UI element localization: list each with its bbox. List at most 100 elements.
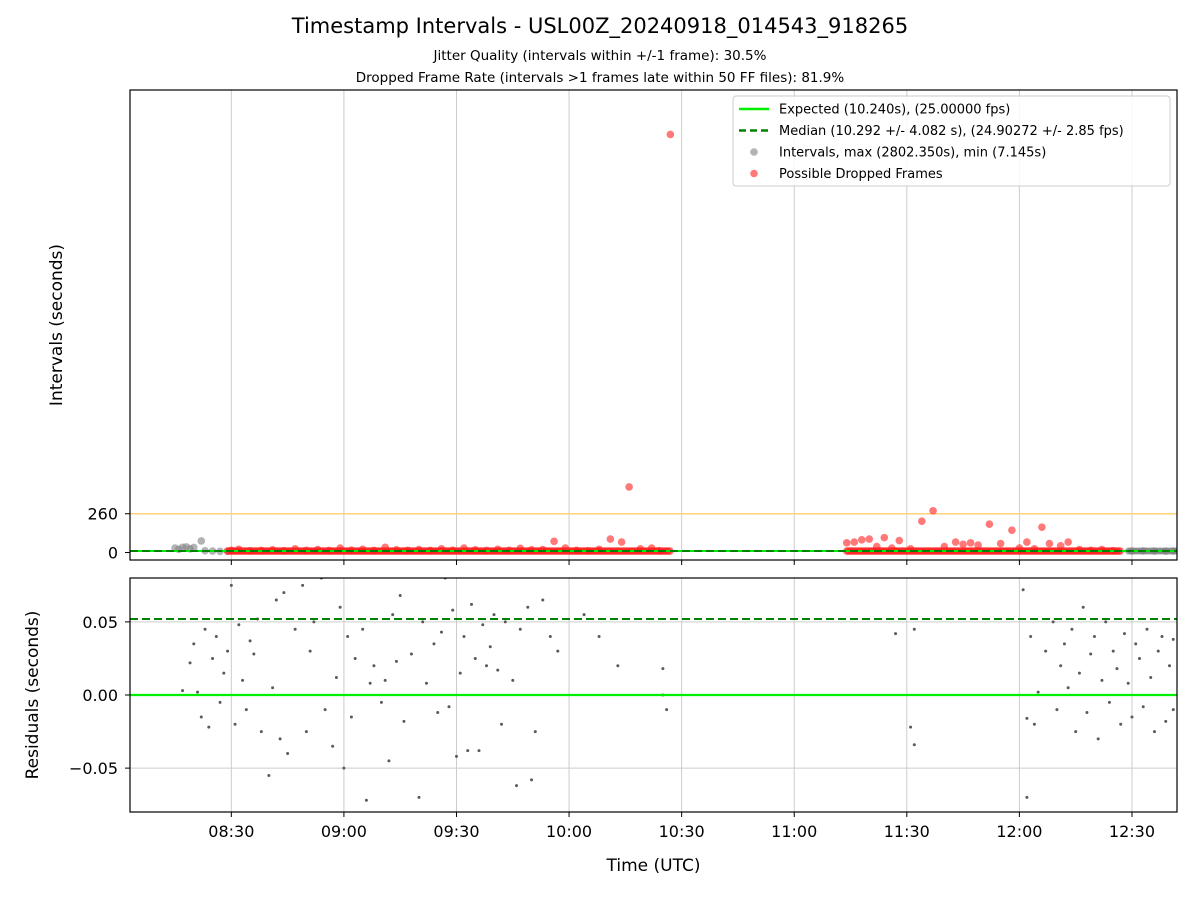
residual-point [203, 627, 207, 631]
residual-point [1100, 678, 1104, 682]
dropped-frame-point [895, 536, 904, 545]
residual-point [233, 722, 237, 726]
residual-point [308, 649, 312, 653]
residual-point [1096, 737, 1100, 741]
residual-point [1107, 700, 1111, 704]
residual-point [346, 635, 350, 638]
legend-entry-label: Median (10.292 +/- 4.082 s), (24.90272 +… [779, 124, 1124, 139]
dropped-frame-point [1064, 538, 1072, 546]
dropped-frame-point [550, 537, 558, 546]
residual-point [271, 686, 275, 690]
dropped-frame-point [666, 130, 675, 139]
residual-point [214, 635, 218, 638]
intervals-y-axis-label: Intervals (seconds) [47, 244, 67, 406]
dropped-frame-point [1056, 542, 1065, 550]
residual-point [1160, 635, 1164, 638]
residual-point [244, 708, 248, 712]
dropped-frame-point [996, 539, 1005, 548]
residual-point [912, 743, 916, 747]
dropped-frame-point [887, 544, 896, 552]
residual-point [293, 627, 297, 631]
residual-point [304, 730, 308, 734]
residual-point [402, 719, 406, 723]
residual-point [252, 652, 256, 656]
residual-point [218, 700, 222, 704]
residual-point [1164, 719, 1168, 723]
chart-subtitle-jitter: Jitter Quality (intervals within +/-1 fr… [433, 48, 767, 64]
residual-point [394, 659, 398, 663]
intervals-plot-frame [129, 89, 1178, 561]
residual-point [665, 708, 669, 712]
residual-point [530, 778, 534, 782]
dropped-frame-point [1015, 544, 1024, 552]
residual-point [421, 620, 425, 624]
x-tick-label: 09:00 [321, 822, 367, 841]
residual-point [432, 642, 436, 646]
residual-point [342, 766, 346, 770]
residual-point [894, 632, 898, 636]
residual-point [226, 649, 230, 653]
residual-point [207, 725, 211, 729]
top-y-tick-label: 0 [108, 544, 118, 563]
residual-point [597, 635, 601, 638]
chart-title: Timestamp Intervals - USL00Z_20240918_01… [291, 14, 909, 38]
residual-point [582, 613, 586, 617]
residual-point [548, 635, 552, 638]
dropped-frame-point [918, 517, 926, 526]
residual-point [533, 730, 537, 734]
residual-point [451, 608, 455, 612]
residual-point [496, 668, 500, 672]
bottom-y-tick-label: −0.05 [69, 759, 118, 778]
dropped-frame-point [415, 545, 423, 554]
dropped-frame-point [1023, 538, 1031, 546]
x-tick-label: 08:30 [208, 822, 254, 841]
residual-point [1066, 686, 1070, 690]
residual-point [181, 689, 185, 693]
legend-box [732, 95, 1171, 187]
dropped-frame-point [606, 535, 615, 543]
residuals-plot-area [130, 578, 1177, 812]
residual-point [259, 730, 263, 734]
residual-point [1126, 681, 1130, 685]
dropped-frame-point [951, 538, 960, 546]
residual-point [1055, 708, 1059, 712]
dropped-frame-point [842, 539, 851, 547]
residual-point [361, 627, 365, 631]
residual-point [541, 598, 545, 602]
dropped-frame-point [880, 533, 889, 542]
dropped-frame-point [974, 541, 982, 549]
residual-point [616, 664, 620, 668]
dropped-frame-point [929, 506, 937, 515]
residual-point [364, 798, 368, 802]
residual-point [1074, 730, 1078, 734]
residual-point [1130, 715, 1134, 719]
dropped-frame-point [268, 546, 277, 554]
x-tick-label: 11:30 [884, 822, 930, 841]
residual-point [372, 664, 376, 668]
dropped-frame-point [336, 544, 344, 552]
residual-point [248, 639, 252, 643]
residuals-plot-frame [129, 577, 1178, 813]
x-tick-label: 09:30 [433, 822, 479, 841]
residual-point [338, 605, 342, 609]
residual-point [912, 627, 916, 631]
residual-point [1085, 711, 1089, 715]
residual-point [1032, 722, 1036, 726]
residual-point [211, 656, 215, 660]
residual-point [447, 705, 451, 709]
residual-point [301, 583, 305, 587]
residual-point [196, 690, 200, 694]
residual-point [1104, 620, 1108, 624]
residual-point [312, 620, 316, 624]
residuals-y-axis-label: Residuals (seconds) [23, 611, 43, 780]
residual-point [1111, 649, 1115, 653]
dropped-frame-point [617, 538, 626, 546]
dropped-frame-point [1008, 526, 1016, 534]
x-tick-label: 10:00 [546, 822, 592, 841]
residual-point [1122, 632, 1126, 636]
residual-point [469, 602, 473, 606]
dropped-frame-point [1038, 523, 1046, 531]
residual-point [481, 623, 485, 627]
residual-point [526, 605, 530, 609]
